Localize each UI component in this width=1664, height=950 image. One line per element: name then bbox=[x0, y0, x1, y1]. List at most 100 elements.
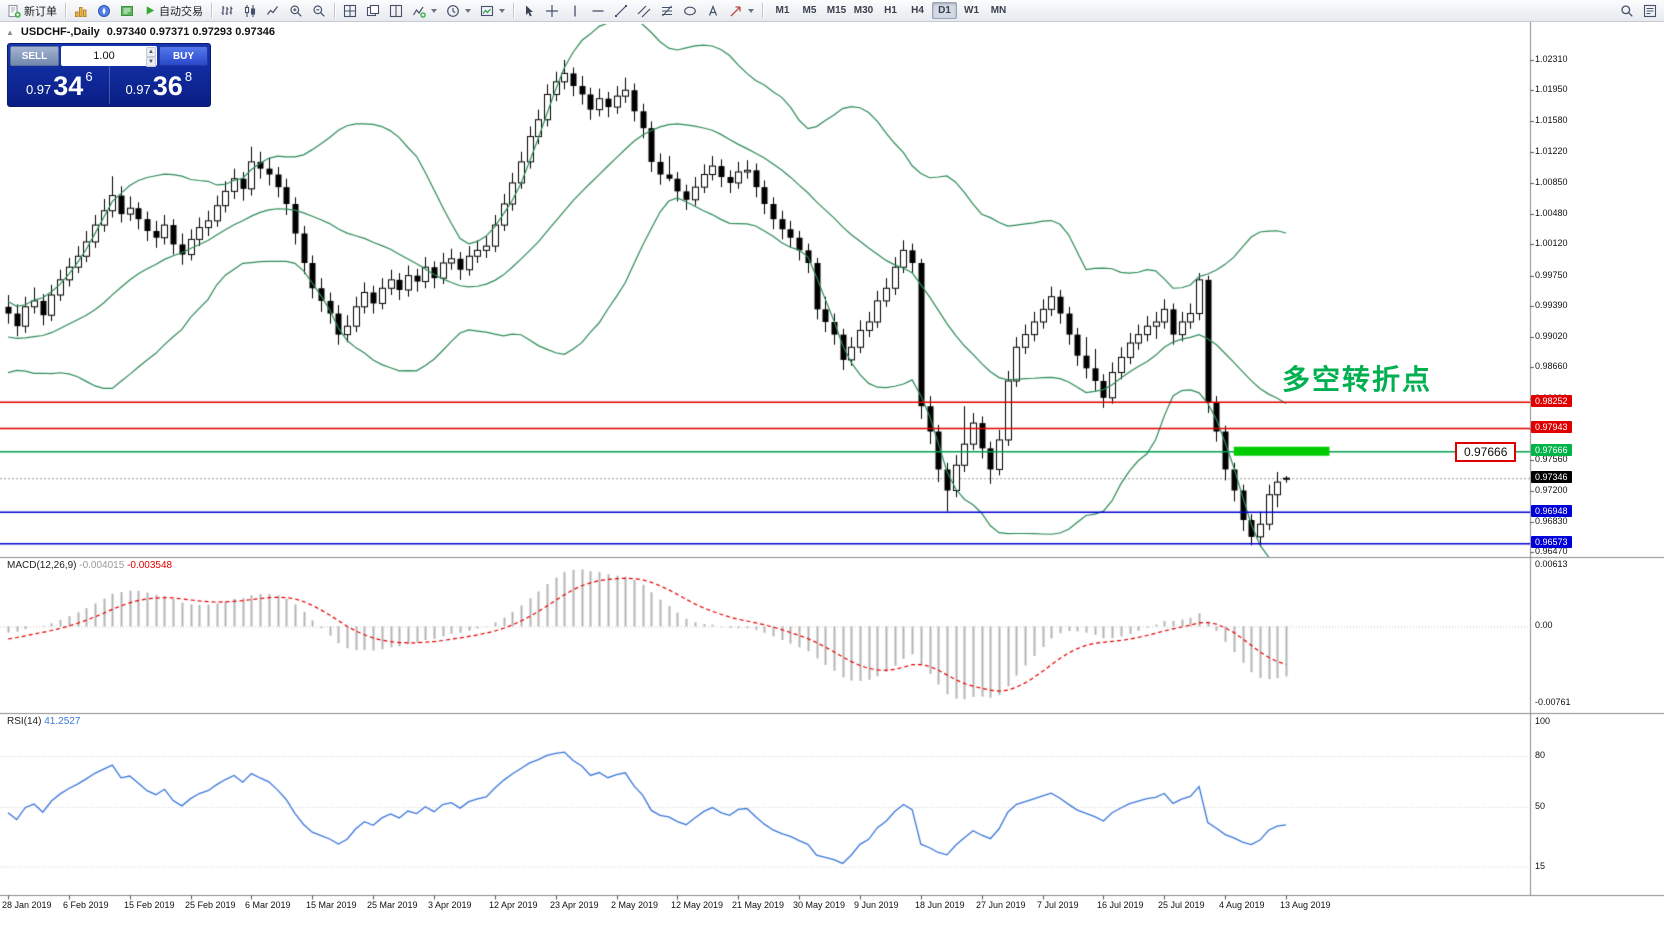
timeframe-m30-button[interactable]: M30 bbox=[853, 5, 874, 16]
toolbar-separator bbox=[334, 3, 335, 18]
cascade-windows-icon bbox=[366, 4, 380, 16]
timeframe-d1-button[interactable]: D1 bbox=[932, 2, 957, 19]
date-axis-label: 16 Jul 2019 bbox=[1097, 900, 1144, 910]
crosshair-tool-button[interactable] bbox=[541, 1, 563, 20]
fibonacci-tool-button[interactable] bbox=[656, 1, 678, 20]
rsi-indicator-label: RSI(14) 41.2527 bbox=[7, 716, 80, 727]
periods-button[interactable] bbox=[442, 1, 475, 20]
date-axis-label: 23 Apr 2019 bbox=[550, 900, 599, 910]
autotrading-play-icon bbox=[146, 6, 155, 15]
chart-info-line: ▲ USDCHF-,Daily 0.97340 0.97371 0.97293 … bbox=[6, 26, 275, 38]
buy-button[interactable]: BUY bbox=[159, 46, 208, 66]
macd-signal-value: -0.003548 bbox=[127, 560, 173, 571]
tile-windows-button[interactable] bbox=[339, 1, 361, 20]
sell-price-pipette: 6 bbox=[85, 69, 93, 84]
timeframe-w1-button[interactable]: W1 bbox=[964, 5, 979, 16]
macd-scale-value: 0.00613 bbox=[1535, 559, 1568, 569]
price-scale-value: 0.96830 bbox=[1535, 516, 1568, 526]
date-axis-label: 3 Apr 2019 bbox=[428, 900, 472, 910]
sell-price[interactable]: 0.97 34 6 bbox=[10, 66, 109, 104]
spinner-down-icon[interactable]: ▼ bbox=[146, 57, 156, 67]
spinner-up-icon[interactable]: ▲ bbox=[146, 47, 156, 57]
market-watch-button[interactable] bbox=[70, 1, 92, 20]
tile-vertical-button[interactable] bbox=[385, 1, 407, 20]
price-scale-value: 0.99750 bbox=[1535, 270, 1568, 280]
volume-input[interactable]: 1.00 ▲ ▼ bbox=[61, 46, 157, 67]
date-axis-label: 9 Jun 2019 bbox=[854, 900, 899, 910]
vertical-line-tool-button[interactable] bbox=[564, 1, 586, 20]
cursor-tool-button[interactable] bbox=[518, 1, 540, 20]
date-axis-label: 15 Mar 2019 bbox=[306, 900, 357, 910]
trendline-icon bbox=[615, 4, 627, 17]
rsi-scale-value: 50 bbox=[1535, 801, 1546, 811]
buy-price-pipette: 8 bbox=[184, 69, 193, 84]
price-line-label: 0.96573 bbox=[1531, 536, 1572, 548]
main-toolbar: 新订单 自动交易 bbox=[0, 0, 1664, 22]
timeframe-m15-button[interactable]: M15 bbox=[826, 5, 847, 16]
terminal-button[interactable] bbox=[116, 1, 138, 20]
autotrading-button[interactable]: 自动交易 bbox=[139, 1, 207, 20]
navigator-button[interactable] bbox=[93, 1, 115, 20]
dropdown-caret-icon bbox=[748, 8, 754, 13]
price-line-label: 0.97346 bbox=[1531, 471, 1572, 483]
buy-price[interactable]: 0.97 36 8 bbox=[108, 66, 209, 104]
sell-button[interactable]: SELL bbox=[10, 46, 59, 66]
price-scale-value: 0.98660 bbox=[1535, 361, 1568, 371]
timeframe-h4-button[interactable]: H4 bbox=[911, 5, 924, 16]
price-scale-value: 0.99020 bbox=[1535, 331, 1568, 341]
date-axis-label: 30 May 2019 bbox=[793, 900, 846, 910]
rsi-value: 41.2527 bbox=[44, 716, 81, 727]
crosshair-icon bbox=[546, 4, 558, 17]
timeframe-m1-button[interactable]: M1 bbox=[775, 5, 790, 16]
rsi-scale-value: 15 bbox=[1535, 861, 1546, 871]
text-icon bbox=[708, 4, 718, 16]
price-scale-value: 1.00120 bbox=[1535, 238, 1568, 248]
date-axis-label: 6 Feb 2019 bbox=[63, 900, 109, 910]
date-axis-label: 25 Jul 2019 bbox=[1158, 900, 1205, 910]
templates-button[interactable] bbox=[476, 1, 509, 20]
toolbar-separator bbox=[65, 3, 66, 18]
timeframe-h1-button[interactable]: H1 bbox=[884, 5, 897, 16]
horizontal-line-tool-button[interactable] bbox=[587, 1, 609, 20]
timeframe-mn-button[interactable]: MN bbox=[990, 5, 1007, 16]
toolbar-separator bbox=[762, 3, 763, 18]
candlestick-mode-button[interactable] bbox=[239, 1, 261, 20]
vertical-line-icon bbox=[574, 5, 576, 16]
toolbar-separator bbox=[513, 3, 514, 18]
indicators-button[interactable] bbox=[408, 1, 441, 20]
timeframe-m5-button[interactable]: M5 bbox=[802, 5, 817, 16]
bar-chart-mode-button[interactable] bbox=[216, 1, 238, 20]
price-scale-value: 1.01580 bbox=[1535, 115, 1568, 125]
macd-name: MACD(12,26,9) bbox=[7, 560, 77, 571]
tile-windows-icon bbox=[343, 4, 357, 17]
cursor-icon bbox=[526, 5, 533, 16]
new-order-button[interactable]: 新订单 bbox=[3, 1, 61, 20]
search-button[interactable] bbox=[1616, 1, 1638, 20]
autotrading-label: 自动交易 bbox=[159, 5, 203, 18]
zoom-out-button[interactable] bbox=[308, 1, 330, 20]
price-line-label: 0.96948 bbox=[1531, 505, 1572, 517]
market-watch-icon bbox=[75, 6, 87, 17]
chart-annotation-text: 多空转折点 bbox=[1282, 364, 1433, 395]
window-list-button[interactable] bbox=[1639, 1, 1661, 20]
buy-price-prefix: 0.97 bbox=[125, 82, 151, 97]
date-axis-label: 15 Feb 2019 bbox=[124, 900, 175, 910]
template-icon bbox=[480, 5, 494, 16]
price-scale-value: 1.02310 bbox=[1535, 54, 1568, 64]
volume-spinner: ▲ ▼ bbox=[146, 47, 156, 67]
cascade-windows-button[interactable] bbox=[362, 1, 384, 20]
date-axis-label: 18 Jun 2019 bbox=[915, 900, 965, 910]
zoom-in-button[interactable] bbox=[285, 1, 307, 20]
collapse-panel-icon[interactable]: ▲ bbox=[6, 27, 14, 37]
sell-price-prefix: 0.97 bbox=[25, 82, 52, 97]
arrows-tool-button[interactable] bbox=[725, 1, 758, 20]
macd-indicator-label: MACD(12,26,9) -0.004015 -0.003548 bbox=[7, 560, 172, 571]
shapes-tool-button[interactable] bbox=[679, 1, 701, 20]
date-axis-label: 27 Jun 2019 bbox=[976, 900, 1026, 910]
channel-tool-button[interactable] bbox=[633, 1, 655, 20]
line-chart-mode-button[interactable] bbox=[262, 1, 284, 20]
text-tool-button[interactable] bbox=[702, 1, 724, 20]
price-chart-canvas[interactable] bbox=[0, 22, 1664, 950]
trendline-tool-button[interactable] bbox=[610, 1, 632, 20]
